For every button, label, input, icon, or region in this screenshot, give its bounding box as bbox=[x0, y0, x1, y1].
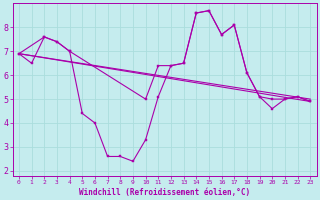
X-axis label: Windchill (Refroidissement éolien,°C): Windchill (Refroidissement éolien,°C) bbox=[79, 188, 250, 197]
